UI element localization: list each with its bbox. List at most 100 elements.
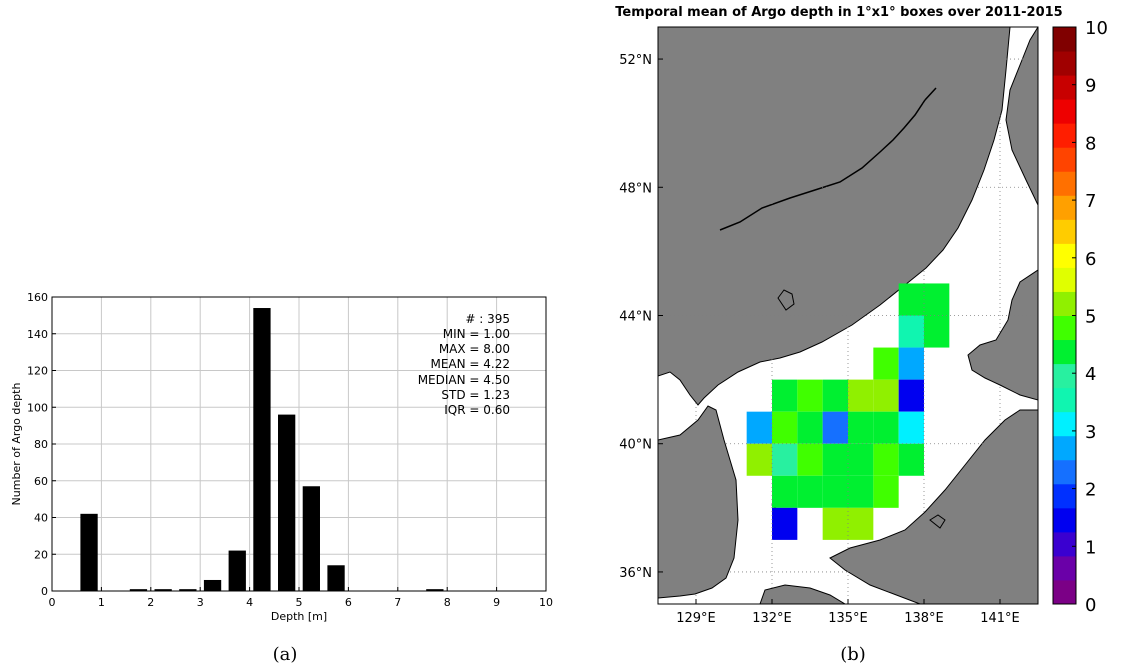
histogram-x-tick-label: 0 [49,596,56,609]
map-cell [822,507,848,540]
stat-mean: MEAN = 4.22 [430,357,510,371]
map-cell [898,283,924,316]
map-cell [772,475,798,508]
map-cell [822,379,848,412]
stat-count: # : 395 [465,312,510,326]
land-asia-mainland [658,27,1011,406]
histogram-bar [278,414,296,591]
map-cell [772,379,798,412]
map-cell [873,411,899,444]
map-cell [848,443,874,476]
histogram-x-axis-label: Depth [m] [271,610,327,623]
histogram-bar [327,565,345,591]
histogram-y-tick-label: 100 [27,401,48,414]
colorbar-segment [1053,435,1076,461]
colorbar-tick-label: 4 [1085,364,1096,385]
colorbar-segment [1053,531,1076,557]
colorbar-segment [1053,291,1076,316]
colorbar-tick-label: 8 [1085,133,1096,154]
land-sado-island [929,514,946,529]
map-lat-tick-label: 36°N [619,566,652,581]
map-cell [848,507,874,540]
map-lon-tick-label: 129°E [676,611,716,626]
map-lat-tick-label: 52°N [619,53,652,68]
colorbar-tick-label: 2 [1085,480,1096,501]
histogram-bar [179,589,197,591]
stat-max: MAX = 8.00 [439,342,510,356]
map-cell [873,379,899,412]
colorbar-segment [1053,195,1076,220]
map-lon-tick-label: 135°E [828,611,868,626]
colorbar-segment [1053,363,1076,389]
map-lon-tick-label: 138°E [904,611,944,626]
histogram-x-tick-label: 3 [197,596,204,609]
map-cell [797,443,823,476]
river-amur [719,87,937,231]
map-cells [746,283,950,540]
colorbar-segment [1053,483,1076,509]
histogram-x-tick-label: 9 [493,596,500,609]
map-cell [772,411,798,444]
map-title: Temporal mean of Argo depth in 1°x1° box… [615,5,1062,20]
land-hokkaido [967,269,1038,401]
map-cell [772,507,798,540]
histogram-bar [80,513,98,591]
colorbar-segment [1053,555,1076,581]
colorbar-segment [1053,123,1076,148]
colorbar-segment [1053,411,1076,437]
histogram-x-ticks: 0 1 2 3 4 5 6 7 8 9 10 [49,587,553,609]
colorbar-segment [1053,171,1076,196]
map-cell [873,347,899,380]
panel-label-b: (b) [840,644,866,665]
land-honshu [829,409,1038,604]
stat-median: MEDIAN = 4.50 [418,373,510,387]
map-cell [797,475,823,508]
colorbar-tick-label: 1 [1085,537,1096,558]
histogram-bars [80,308,444,591]
colorbar-segment [1053,267,1076,292]
map-lon-tick-label: 132°E [752,611,792,626]
map-lon-tick-label: 141°E [980,611,1020,626]
colorbar-tick-label: 6 [1085,249,1096,270]
stat-min: MIN = 1.00 [443,327,510,341]
map-cell [898,347,924,380]
map-cell [848,411,874,444]
histogram-y-tick-label: 20 [34,548,48,561]
map-cell [873,475,899,508]
histogram-x-tick-label: 1 [98,596,105,609]
histogram-stats-box: # : 395 MIN = 1.00 MAX = 8.00 MEAN = 4.2… [418,312,510,417]
map-cell [898,315,924,348]
map-cell [797,379,823,412]
map-lat-ticks: 36°N 40°N 44°N 48°N 52°N [619,53,663,581]
colorbar-segment [1053,27,1076,52]
histogram-y-tick-label: 60 [34,475,48,488]
colorbar-segment [1053,99,1076,124]
histogram-x-tick-label: 2 [147,596,154,609]
map-cell [746,411,772,444]
histogram-x-tick-label: 8 [444,596,451,609]
colorbar-segment [1053,243,1076,268]
map-lat-tick-label: 44°N [619,310,652,325]
colorbar-ticks: 0 1 2 3 4 5 6 7 8 9 10 [1072,18,1108,616]
map-cell [848,379,874,412]
map-rivers [719,87,937,231]
colorbar-tick-label: 7 [1085,191,1096,212]
histogram-bar [154,589,172,591]
map-cell [772,443,798,476]
histogram-bar [302,486,320,591]
map-lat-tick-label: 48°N [619,181,652,196]
histogram-y-tick-label: 0 [41,585,48,598]
map-cell [822,475,848,508]
land-sakhalin [1005,27,1038,206]
colorbar-segment [1053,147,1076,172]
histogram-y-tick-label: 80 [34,438,48,451]
histogram-bar [203,579,222,591]
histogram-bar [253,308,271,591]
stat-std: STD = 1.23 [441,388,510,402]
colorbar-segment [1053,219,1076,244]
histogram-x-tick-label: 4 [246,596,253,609]
map-cell [898,411,924,444]
map-cell [924,283,950,316]
colorbar [1052,26,1077,605]
